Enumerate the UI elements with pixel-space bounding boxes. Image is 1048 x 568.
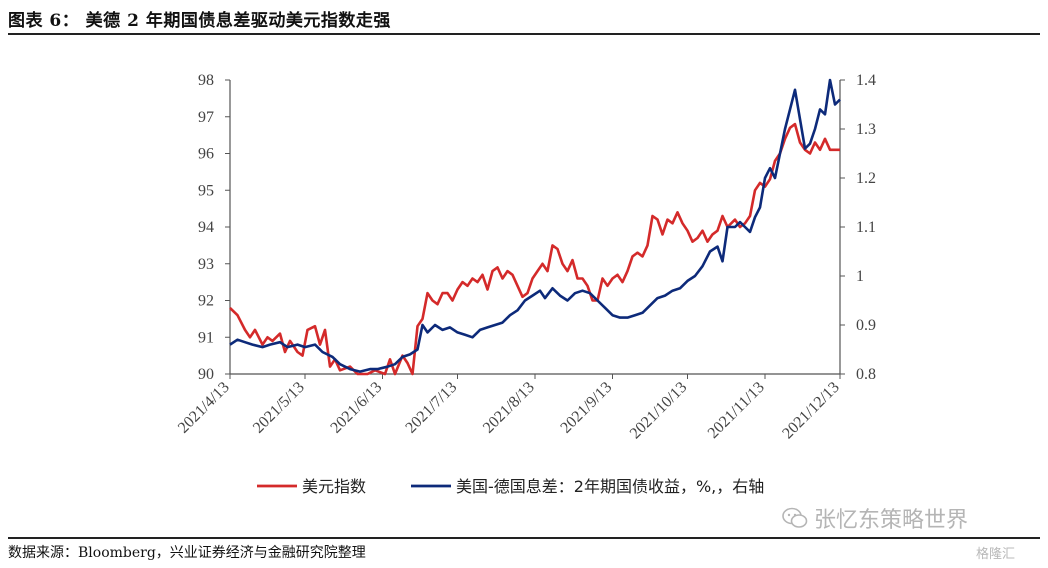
left-tick-label: 93 xyxy=(198,256,214,273)
x-tick-label: 2021/8/13 xyxy=(480,379,538,437)
x-tick-label: 2021/12/13 xyxy=(779,379,843,443)
us-de-spread-line xyxy=(229,78,841,373)
chart-lines xyxy=(229,78,841,376)
left-tick-label: 95 xyxy=(198,182,214,199)
source-note: 数据来源：Bloomberg，兴业证券经济与金融研究院整理 xyxy=(8,545,366,561)
chart-legend: 美元指数 美国-德国息差：2年期国债收益，%,，右轴 xyxy=(257,477,764,496)
x-tick-label: 2021/6/13 xyxy=(327,379,385,437)
right-tick-label: 1.3 xyxy=(856,121,876,138)
x-tick-label: 2021/9/13 xyxy=(557,379,615,437)
x-tick-label: 2021/5/13 xyxy=(250,379,308,437)
chart: 90 91 92 93 94 95 96 97 98 0.8 0.9 1 1.1 1.2 1.3 1.4 202… xyxy=(175,72,876,496)
right-tick-label: 1.4 xyxy=(856,72,876,89)
top-rule xyxy=(8,33,1040,35)
right-tick-label: 0.9 xyxy=(856,317,876,334)
right-tick-label: 1.1 xyxy=(856,219,876,236)
figure-title: 图表 6： 美德 2 年期国债息差驱动美元指数走强 xyxy=(8,11,391,31)
x-tick-label: 2021/7/13 xyxy=(402,379,460,437)
legend-label: 美国-德国息差：2年期国债收益，%,，右轴 xyxy=(456,477,764,496)
legend-label: 美元指数 xyxy=(302,477,366,496)
x-tick-label: 2021/11/13 xyxy=(705,379,768,442)
watermark-text: 张忆东策略世界 xyxy=(814,508,969,533)
corner-watermark: 格隆汇 xyxy=(976,547,1016,562)
watermark: 张忆东策略世界 xyxy=(782,502,968,534)
left-tick-label: 96 xyxy=(198,146,214,163)
left-tick-label: 90 xyxy=(198,366,214,383)
left-tick-label: 94 xyxy=(198,219,214,236)
wechat-icon xyxy=(782,507,808,528)
left-tick-label: 91 xyxy=(198,329,214,346)
bottom-rule xyxy=(8,537,1040,539)
usd-index-line xyxy=(229,122,840,376)
right-tick-label: 1.2 xyxy=(856,170,876,187)
chart-axes: 90 91 92 93 94 95 96 97 98 0.8 0.9 1 1.1 1.2 1.3 1.4 202… xyxy=(175,72,876,442)
right-tick-label: 1 xyxy=(856,268,864,285)
right-tick-label: 0.8 xyxy=(856,366,876,383)
left-tick-label: 92 xyxy=(198,293,214,310)
left-tick-label: 97 xyxy=(198,109,214,126)
left-tick-label: 98 xyxy=(198,72,214,89)
x-tick-label: 2021/4/13 xyxy=(175,379,233,437)
x-tick-label: 2021/10/13 xyxy=(627,379,691,443)
